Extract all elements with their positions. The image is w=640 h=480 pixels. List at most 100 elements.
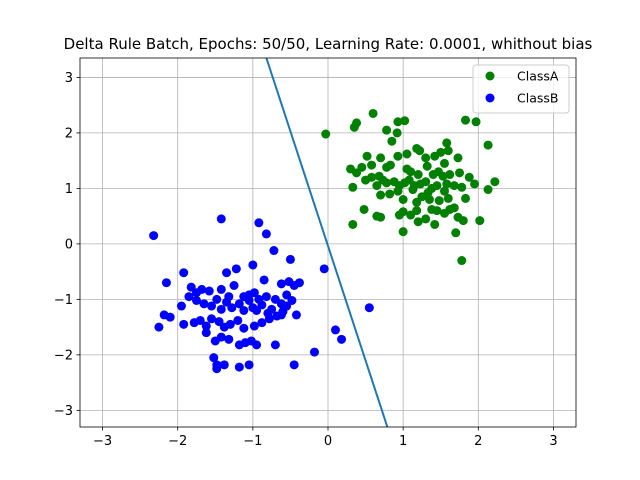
- classb-point: [234, 299, 244, 309]
- legend-marker-classa: [485, 71, 495, 81]
- classb-point: [269, 246, 279, 256]
- classa-point: [392, 128, 402, 138]
- classb-point: [159, 310, 169, 320]
- classb-point: [229, 281, 239, 291]
- classb-point: [248, 260, 258, 270]
- classb-point: [222, 268, 232, 278]
- classa-point: [421, 214, 431, 224]
- classb-point: [233, 315, 243, 325]
- y-tick-label: −2: [54, 348, 73, 363]
- classa-point: [376, 190, 386, 200]
- classa-point: [449, 203, 459, 213]
- classa-point: [321, 129, 331, 139]
- classa-point: [376, 212, 386, 222]
- classa-point: [434, 196, 444, 206]
- classa-point: [422, 161, 432, 171]
- classb-point: [154, 322, 164, 332]
- classa-point: [442, 138, 452, 148]
- classa-point: [359, 204, 369, 214]
- classa-point: [461, 115, 471, 125]
- classb-point: [285, 254, 295, 264]
- legend: ClassA ClassB: [472, 64, 570, 114]
- classa-point: [449, 181, 459, 191]
- classb-point: [239, 323, 249, 333]
- y-tick-label: 1: [65, 182, 73, 197]
- classb-point: [239, 305, 249, 315]
- classa-point: [367, 160, 377, 170]
- y-tick-label: 0: [65, 237, 73, 252]
- legend-box: [472, 64, 570, 114]
- classa-point: [439, 186, 449, 196]
- classa-point: [406, 167, 416, 177]
- classb-point: [201, 321, 211, 331]
- classb-point: [224, 334, 234, 344]
- x-tick-label: 2: [474, 434, 482, 449]
- classa-point: [443, 146, 453, 156]
- classa-point: [461, 193, 471, 203]
- classa-point: [475, 216, 485, 226]
- classb-point: [216, 332, 226, 342]
- classb-point: [216, 284, 226, 294]
- classb-point: [212, 364, 222, 374]
- classa-point: [483, 140, 493, 150]
- classb-point: [289, 360, 299, 370]
- classa-point: [385, 189, 395, 199]
- classa-point: [483, 185, 493, 195]
- classb-point: [199, 299, 209, 309]
- classa-point: [490, 177, 500, 187]
- classb-point: [195, 315, 205, 325]
- classa-point: [464, 172, 474, 182]
- classb-point: [207, 301, 217, 311]
- classb-point: [337, 334, 347, 344]
- classb-point: [219, 360, 229, 370]
- classb-point: [252, 340, 262, 350]
- classa-point: [398, 194, 408, 204]
- classb-point: [191, 295, 201, 305]
- legend-marker-classb: [485, 93, 495, 103]
- classb-point: [291, 310, 301, 320]
- x-tick-label: −2: [168, 434, 187, 449]
- classa-point: [458, 216, 468, 226]
- classb-point: [179, 319, 189, 329]
- x-tick-label: 0: [324, 434, 332, 449]
- classb-point: [249, 321, 259, 331]
- classa-point: [367, 172, 377, 182]
- classb-point: [309, 347, 319, 357]
- classa-point: [413, 170, 423, 180]
- y-tick-label: 2: [65, 126, 73, 141]
- classb-point: [227, 303, 237, 313]
- classb-point: [161, 278, 171, 288]
- classa-point: [385, 160, 395, 170]
- classb-point: [249, 288, 259, 298]
- classb-point: [244, 360, 254, 370]
- classb-point: [261, 292, 271, 302]
- classa-point: [393, 151, 403, 161]
- classb-point: [225, 319, 235, 329]
- classa-point: [457, 256, 467, 266]
- classb-point: [209, 353, 219, 363]
- classa-point: [421, 177, 431, 187]
- classa-point: [470, 179, 480, 189]
- classb-point: [257, 318, 267, 328]
- classa-point: [430, 219, 440, 229]
- classa-point: [402, 149, 412, 159]
- series-classa: [321, 108, 500, 266]
- legend-label-classa: ClassA: [517, 69, 559, 84]
- classb-point: [364, 303, 374, 313]
- classa-point: [393, 186, 403, 196]
- classa-point: [439, 158, 449, 168]
- classb-point: [234, 362, 244, 372]
- classa-point: [457, 182, 467, 192]
- classa-point: [400, 116, 410, 126]
- classb-point: [212, 294, 222, 304]
- classa-point: [382, 125, 392, 135]
- classb-point: [201, 328, 211, 338]
- classb-point: [276, 279, 286, 289]
- classa-point: [357, 162, 367, 172]
- axis-ticks: [76, 77, 554, 431]
- classb-point: [294, 278, 304, 288]
- classb-point: [197, 284, 207, 294]
- classa-point: [438, 171, 448, 181]
- classa-point: [424, 194, 434, 204]
